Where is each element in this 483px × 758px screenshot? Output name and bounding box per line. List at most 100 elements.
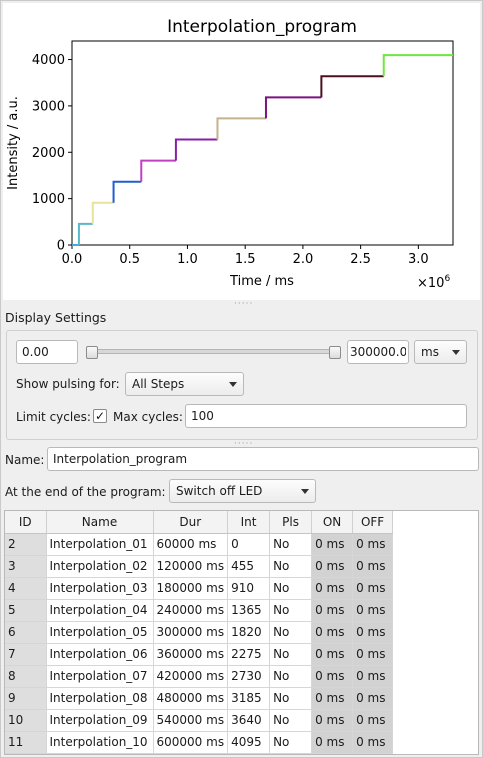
cell-id[interactable]: 3 [5,555,47,578]
cell-pls[interactable]: No [269,533,313,556]
cell-int[interactable]: 910 [227,577,271,600]
cell-off[interactable]: 0 ms [352,599,394,622]
cell-on[interactable]: 0 ms [311,577,354,600]
cell-dur[interactable]: 120000 ms [153,555,229,578]
cell-id[interactable]: 9 [5,687,47,710]
cell-on[interactable]: 0 ms [311,533,354,556]
cell-dur[interactable]: 420000 ms [153,665,229,688]
cell-id[interactable]: 6 [5,621,47,644]
cell-off[interactable]: 0 ms [352,555,394,578]
cell-off[interactable]: 0 ms [352,665,394,688]
end-of-program-dropdown[interactable]: Switch off LED [169,479,316,503]
range-slider-max-handle[interactable] [329,346,341,359]
column-header-off[interactable]: OFF [352,511,394,534]
cell-pls[interactable]: No [269,621,313,644]
cell-off[interactable]: 0 ms [352,533,394,556]
cell-pls[interactable]: No [269,709,313,732]
unit-dropdown[interactable]: ms [414,340,467,364]
cell-on[interactable]: 0 ms [311,665,354,688]
cell-pls[interactable]: No [269,665,313,688]
cell-on[interactable]: 0 ms [311,709,354,732]
cell-on[interactable]: 0 ms [311,687,354,710]
range-slider-min-handle[interactable] [86,346,98,359]
steps-table[interactable]: ID Name Dur Int Pls ON OFF 2 Interpolation_01 60… [4,510,479,755]
cell-name[interactable]: Interpolation_07 [46,665,154,688]
column-header-name[interactable]: Name [46,511,154,534]
cell-on[interactable]: 0 ms [311,643,354,666]
column-header-pls[interactable]: Pls [269,511,313,534]
cell-name[interactable]: Interpolation_10 [46,731,154,754]
cell-dur[interactable]: 180000 ms [153,577,229,600]
cell-pls[interactable]: No [269,577,313,600]
cell-pls[interactable]: No [269,687,313,710]
program-name-input[interactable] [47,447,479,471]
cell-name[interactable]: Interpolation_06 [46,643,154,666]
cell-off[interactable]: 0 ms [352,687,394,710]
cell-name[interactable]: Interpolation_02 [46,555,154,578]
cell-int[interactable]: 1365 [227,599,271,622]
table-row[interactable]: 2 Interpolation_01 60000 ms 0 No 0 ms 0 ms [5,533,394,556]
cell-int[interactable]: 2275 [227,643,271,666]
cell-dur[interactable]: 540000 ms [153,709,229,732]
table-row[interactable]: 11 Interpolation_10 600000 ms 4095 No 0 ms 0 m… [5,731,394,754]
cell-name[interactable]: Interpolation_01 [46,533,154,556]
cell-int[interactable]: 0 [227,533,271,556]
cell-id[interactable]: 2 [5,533,47,556]
cell-dur[interactable]: 480000 ms [153,687,229,710]
table-row[interactable]: 6 Interpolation_05 300000 ms 1820 No 0 ms 0 ms [5,621,394,644]
cell-id[interactable]: 5 [5,599,47,622]
cell-int[interactable]: 3640 [227,709,271,732]
cell-name[interactable]: Interpolation_05 [46,621,154,644]
range-max-input[interactable] [347,340,409,364]
cell-pls[interactable]: No [269,555,313,578]
cell-int[interactable]: 4095 [227,731,271,754]
table-row[interactable]: 4 Interpolation_03 180000 ms 910 No 0 ms 0 ms [5,577,394,600]
cell-int[interactable]: 3185 [227,687,271,710]
cell-dur[interactable]: 360000 ms [153,643,229,666]
cell-on[interactable]: 0 ms [311,731,354,754]
cell-name[interactable]: Interpolation_03 [46,577,154,600]
cell-int[interactable]: 1820 [227,621,271,644]
limit-cycles-checkbox[interactable]: ✓ [93,409,107,423]
table-row[interactable]: 9 Interpolation_08 480000 ms 3185 No 0 ms 0 ms [5,687,394,710]
range-min-input[interactable] [16,340,78,364]
cell-dur[interactable]: 240000 ms [153,599,229,622]
column-header-int[interactable]: Int [227,511,271,534]
cell-on[interactable]: 0 ms [311,621,354,644]
cell-pls[interactable]: No [269,599,313,622]
column-header-on[interactable]: ON [311,511,354,534]
cell-int[interactable]: 2730 [227,665,271,688]
cell-dur[interactable]: 300000 ms [153,621,229,644]
cell-pls[interactable]: No [269,731,313,754]
cell-dur[interactable]: 60000 ms [153,533,229,556]
table-row[interactable]: 3 Interpolation_02 120000 ms 455 No 0 ms 0 ms [5,555,394,578]
cell-on[interactable]: 0 ms [311,555,354,578]
splitter-handle-top[interactable]: ····· [234,299,254,309]
cell-id[interactable]: 7 [5,643,47,666]
cell-int[interactable]: 455 [227,555,271,578]
table-row[interactable]: 10 Interpolation_09 540000 ms 3640 No 0 ms 0 m… [5,709,394,732]
column-header-dur[interactable]: Dur [153,511,229,534]
table-row[interactable]: 8 Interpolation_07 420000 ms 2730 No 0 ms 0 ms [5,665,394,688]
table-row[interactable]: 7 Interpolation_06 360000 ms 2275 No 0 ms 0 ms [5,643,394,666]
cell-name[interactable]: Interpolation_04 [46,599,154,622]
cell-id[interactable]: 4 [5,577,47,600]
show-pulsing-dropdown[interactable]: All Steps [125,372,244,396]
cell-off[interactable]: 0 ms [352,709,394,732]
cell-dur[interactable]: 600000 ms [153,731,229,754]
cell-pls[interactable]: No [269,643,313,666]
cell-id[interactable]: 11 [5,731,47,754]
cell-off[interactable]: 0 ms [352,731,394,754]
splitter-handle-bottom[interactable]: ····· [234,439,254,449]
cell-off[interactable]: 0 ms [352,621,394,644]
cell-name[interactable]: Interpolation_08 [46,687,154,710]
range-slider-track[interactable] [90,349,338,354]
column-header-id[interactable]: ID [5,511,47,534]
cell-off[interactable]: 0 ms [352,643,394,666]
cell-on[interactable]: 0 ms [311,599,354,622]
cell-off[interactable]: 0 ms [352,577,394,600]
cell-id[interactable]: 10 [5,709,47,732]
max-cycles-input[interactable] [185,404,467,428]
cell-name[interactable]: Interpolation_09 [46,709,154,732]
table-row[interactable]: 5 Interpolation_04 240000 ms 1365 No 0 ms 0 ms [5,599,394,622]
